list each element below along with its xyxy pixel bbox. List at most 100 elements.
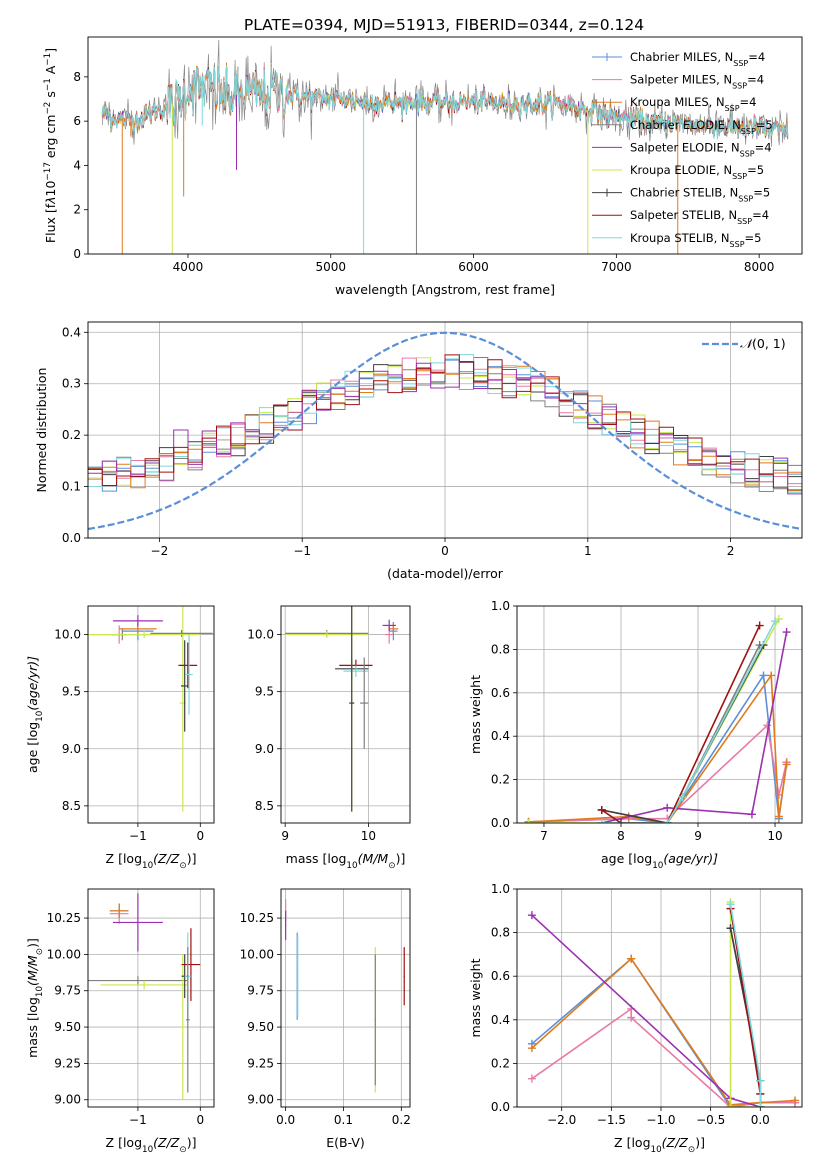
y-tick-label: 1.0 — [491, 599, 510, 613]
legend-entry: 𝒩(0, 1) — [740, 336, 786, 351]
x-tick-label: 7000 — [601, 260, 632, 274]
data-point-marker — [527, 1044, 536, 1053]
y-axis-label: Normed distribution — [34, 368, 49, 493]
y-tick-label: 0.0 — [491, 816, 510, 830]
x-tick-label: −1 — [293, 544, 311, 558]
axes-frame — [87, 321, 803, 539]
axes-frame — [87, 36, 803, 255]
data-point-marker — [726, 1103, 735, 1107]
y-tick-label: 0.6 — [491, 686, 510, 700]
x-axis-label: wavelength [Angstrom, rest frame] — [335, 282, 555, 297]
x-tick-label: 10 — [361, 829, 376, 843]
y-tick-label: 6 — [73, 114, 81, 128]
y-axis-label: mass [log10(M/M⊙)] — [25, 938, 45, 1058]
data-point-marker — [767, 671, 776, 680]
x-axis-label: Z [log10(Z/Z⊙)] — [614, 1135, 705, 1155]
x-axis-label: mass [log10(M/M⊙)] — [286, 851, 406, 871]
y-tick-label: 0.2 — [491, 773, 510, 787]
legend-entry: Chabrier ELODIE, NSSP=5 — [630, 118, 773, 136]
x-tick-label: 9 — [694, 829, 702, 843]
data-point-marker — [771, 617, 780, 626]
legend-entry: Salpeter ELODIE, NSSP=4 — [630, 140, 772, 158]
y-tick-label: 0.2 — [491, 1056, 510, 1070]
x-tick-label: 4000 — [173, 260, 204, 274]
data-point-marker — [524, 819, 533, 823]
y-tick-label: 0.3 — [62, 377, 81, 391]
axes-frame — [280, 888, 411, 1108]
x-axis-label: Z [log10(Z/Z⊙)] — [106, 1135, 197, 1155]
data-point-marker — [527, 1074, 536, 1083]
y-tick-label: 9.0 — [255, 742, 274, 756]
y-tick-label: 9.75 — [247, 984, 274, 998]
weight-line-c_miles — [531, 957, 795, 1107]
data-point-marker — [747, 810, 756, 819]
y-tick-label: 0.0 — [491, 1100, 510, 1114]
data-point-marker — [763, 721, 772, 730]
x-tick-label: 0 — [196, 829, 204, 843]
y-tick-label: 0.1 — [62, 480, 81, 494]
y-tick-label: 9.25 — [54, 1056, 81, 1070]
axes-frame — [87, 888, 215, 1108]
data-point-marker — [678, 792, 687, 801]
weight-line-s_elodie — [601, 631, 788, 823]
panel-residuals: −2 −1 0 1 2 0.0 0.1 0.2 0.3 0.4 (data-model)/error… — [34, 321, 803, 581]
x-tick-label: 0 — [196, 1113, 204, 1127]
y-tick-label: 0.8 — [491, 926, 510, 940]
panel-mass-vs-extinction: 0.0 0.1 0.2 9.00 9.25 9.50 9.75 10.00 10.25 E(B-V… — [240, 888, 411, 1150]
x-tick-label: 0.0 — [751, 1113, 770, 1127]
panel-spectrum: 4000 5000 6000 7000 8000 0 2 4 6 8 wavelength [Ang… — [43, 36, 803, 297]
x-tick-label: −1.0 — [646, 1113, 675, 1127]
x-tick-label: 0.0 — [276, 1113, 295, 1127]
panel-mass-vs-metallicity: −1 0 9.00 9.25 9.50 9.75 10.00 10.25 Z [log10(Z/… — [25, 888, 215, 1155]
x-axis-label: age [log10(age/yr)] — [601, 851, 718, 871]
panel-weight-vs-metallicity: −2.0 −1.5 −1.0 −0.5 0.0 0.0 0.2 0.4 0.6 0.8 1.0 Z [… — [468, 882, 803, 1155]
y-tick-label: 10.25 — [47, 911, 81, 925]
data-point-marker — [663, 819, 672, 823]
y-tick-label: 9.75 — [54, 984, 81, 998]
x-tick-label: 5000 — [315, 260, 346, 274]
x-tick-label: 7 — [540, 829, 548, 843]
plot-area — [527, 898, 800, 1107]
histogram-s_elodie — [88, 361, 802, 495]
x-axis-label: E(B-V) — [326, 1135, 365, 1150]
data-point-marker — [791, 1096, 800, 1105]
plot-area — [524, 615, 791, 823]
panel-age-vs-metallicity: −1 0 8.5 9.0 9.5 10.0 Z [log10(Z/Z⊙)] age [log1… — [25, 605, 215, 871]
y-tick-label: 10.0 — [54, 628, 81, 642]
data-point-marker — [627, 954, 636, 963]
y-axis-label: Flux [fλ10−17 erg cm−2 s−1 A−1] — [43, 48, 58, 243]
x-tick-label: 8000 — [744, 260, 775, 274]
data-point-marker — [627, 1013, 636, 1022]
plot-area — [101, 39, 789, 254]
x-tick-label: 6000 — [458, 260, 489, 274]
y-tick-label: 1.0 — [491, 882, 510, 896]
y-tick-label: 0.4 — [491, 1013, 510, 1027]
y-tick-label: 9.50 — [247, 1020, 274, 1034]
weight-line-s_miles — [528, 723, 788, 823]
data-point-marker — [527, 911, 536, 920]
x-tick-label: 10 — [767, 829, 782, 843]
x-axis-label: Z [log10(Z/Z⊙)] — [106, 851, 197, 871]
data-point-marker — [782, 760, 791, 769]
plot-area — [88, 893, 201, 1100]
axes-frame — [516, 605, 803, 824]
histogram-s_stelib — [88, 354, 802, 491]
weight-line-k_elodie — [729, 902, 761, 1107]
plot-area — [88, 331, 802, 531]
model-line-k_stelib — [101, 65, 789, 140]
y-tick-label: 8.5 — [62, 799, 81, 813]
weight-line-s_stelib — [601, 625, 761, 823]
y-tick-label: 10.00 — [47, 947, 81, 961]
x-axis-label: (data-model)/error — [387, 566, 504, 581]
x-tick-label: −1 — [129, 829, 147, 843]
y-tick-label: 0.4 — [62, 325, 81, 339]
weight-line-s_elodie — [531, 914, 761, 1107]
y-tick-label: 8 — [73, 70, 81, 84]
weight-line-c_miles — [528, 673, 788, 823]
y-tick-label: 0 — [73, 247, 81, 261]
x-tick-label: 2 — [727, 544, 735, 558]
y-tick-label: 0.6 — [491, 969, 510, 983]
x-tick-label: 0 — [441, 544, 449, 558]
legend-entry: Salpeter MILES, NSSP=4 — [630, 73, 764, 91]
